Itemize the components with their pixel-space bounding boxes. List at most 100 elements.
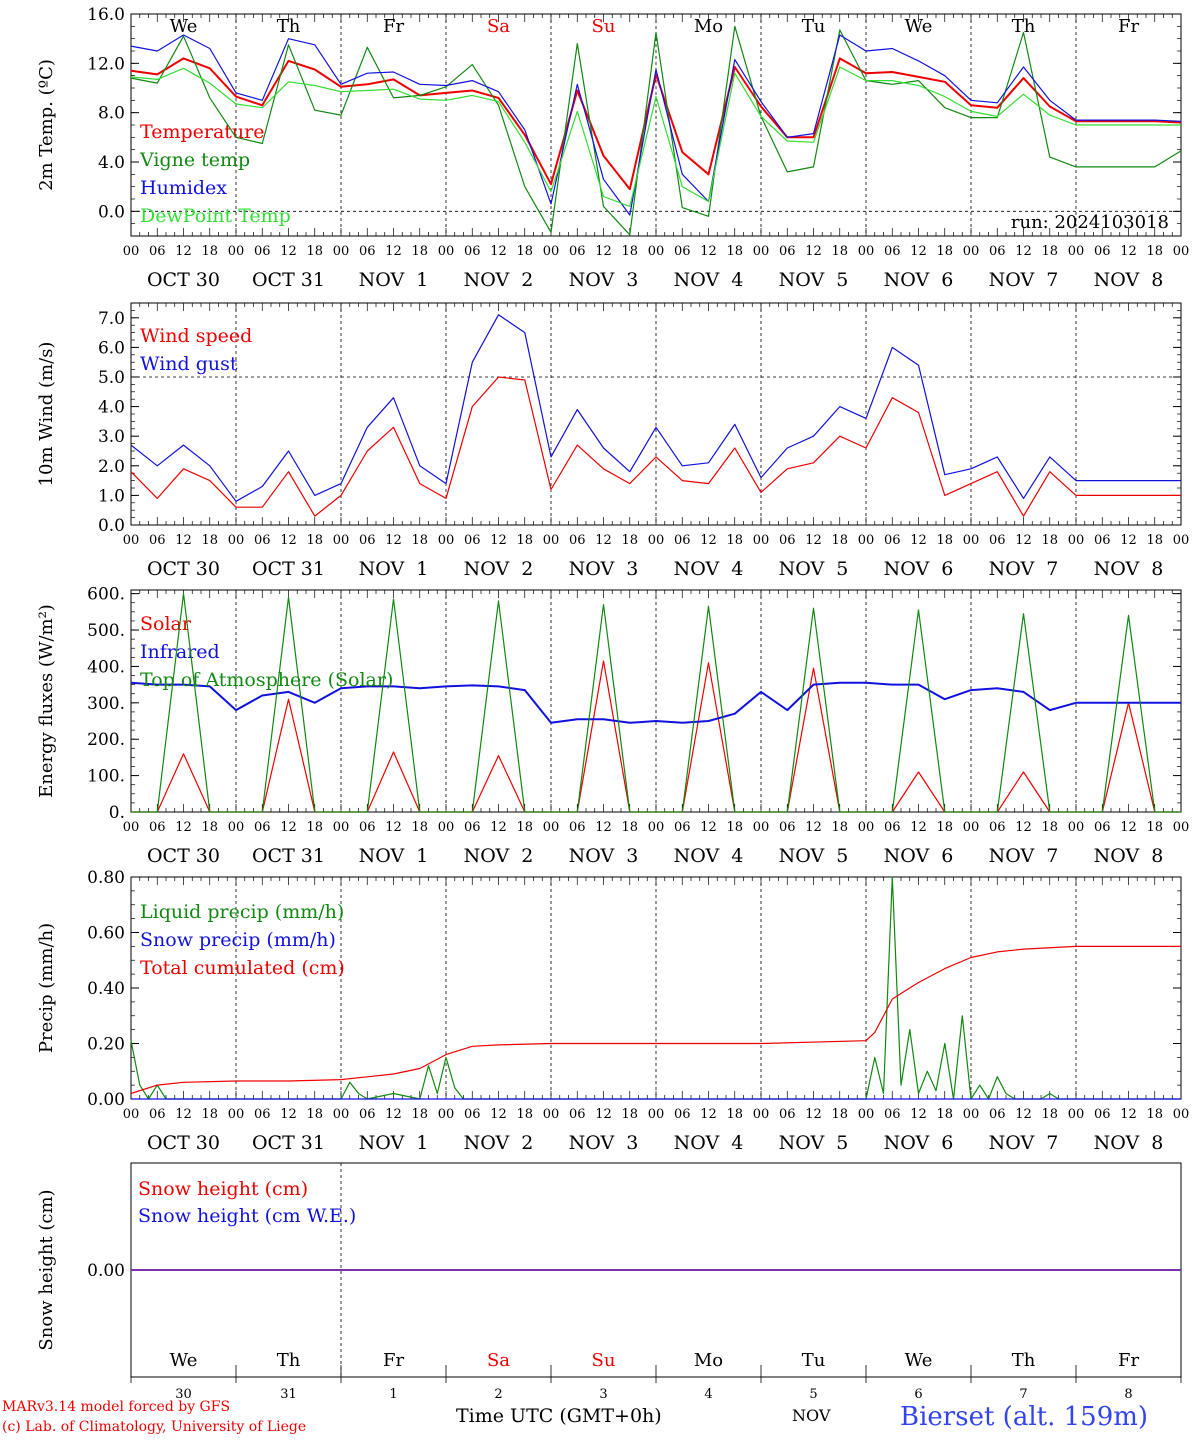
hour-tick-label: 00 [1173, 533, 1190, 548]
hour-tick-label: 06 [674, 244, 691, 259]
weekday-label: Th [1012, 16, 1036, 37]
series-line-wind-speed [130, 376, 1181, 517]
hour-tick-label: 18 [411, 533, 428, 548]
hour-tick-label: 12 [910, 1107, 927, 1122]
hour-tick-label: 06 [1094, 820, 1111, 835]
weekday-label: Sa [487, 1350, 510, 1371]
date-label: OCT 31 [252, 269, 325, 291]
hour-tick-label: 00 [123, 244, 140, 259]
hour-tick-label: 18 [1146, 820, 1163, 835]
hour-tick-label: 06 [884, 244, 901, 259]
hour-tick-label: 12 [175, 533, 192, 548]
hour-tick-label: 06 [884, 1107, 901, 1122]
hour-tick-label: 06 [989, 820, 1006, 835]
hour-tick-label: 18 [831, 533, 848, 548]
hour-tick-label: 12 [700, 533, 717, 548]
hour-tick-label: 12 [1120, 533, 1137, 548]
hour-tick-label: 12 [805, 1107, 822, 1122]
date-label: NOV 4 [674, 845, 744, 867]
hour-tick-label: 12 [1015, 1107, 1032, 1122]
date-label: OCT 30 [147, 269, 220, 291]
hour-tick-label: 12 [1120, 244, 1137, 259]
legend-entry: Snow height (cm W.E.) [138, 1205, 356, 1227]
hour-tick-label: 06 [884, 533, 901, 548]
y-tick-label: 16.0 [87, 5, 125, 25]
date-label: OCT 30 [147, 558, 220, 580]
hour-tick-label: 12 [490, 533, 507, 548]
hour-tick-label: 12 [385, 533, 402, 548]
hour-tick-label: 12 [175, 244, 192, 259]
y-axis-label: Precip (mm/h) [36, 923, 57, 1053]
legend-entry: Wind gust [140, 353, 238, 375]
weekday-label: Mo [694, 1350, 723, 1371]
weekday-label: Fr [1118, 1350, 1139, 1371]
day-number-label: 2 [494, 1387, 502, 1402]
y-tick-label: 0.00 [87, 1090, 125, 1110]
hour-tick-label: 00 [648, 244, 665, 259]
hour-tick-label: 12 [1015, 820, 1032, 835]
hour-tick-label: 12 [805, 820, 822, 835]
hour-tick-label: 00 [858, 244, 875, 259]
date-label: NOV 7 [989, 558, 1059, 580]
hour-tick-label: 12 [1120, 1107, 1137, 1122]
hour-tick-label: 00 [438, 244, 455, 259]
date-label: NOV 1 [359, 1132, 429, 1154]
date-label: NOV 5 [779, 845, 849, 867]
hour-tick-label: 00 [1068, 244, 1085, 259]
hour-tick-label: 12 [280, 244, 297, 259]
weekday-label: Su [592, 1350, 616, 1371]
y-tick-label: 600. [87, 585, 125, 605]
y-tick-label: 7.0 [98, 309, 125, 329]
station-label: Bierset (alt. 159m) [900, 1402, 1149, 1432]
day-number-label: 5 [809, 1387, 817, 1402]
hour-tick-label: 00 [228, 1107, 245, 1122]
weekday-label: We [905, 16, 933, 37]
hour-tick-label: 12 [175, 1107, 192, 1122]
hour-tick-label: 06 [569, 1107, 586, 1122]
hour-tick-label: 18 [201, 533, 218, 548]
hour-tick-label: 00 [123, 533, 140, 548]
weekday-label: Th [277, 16, 301, 37]
hour-tick-label: 06 [569, 533, 586, 548]
hour-tick-label: 00 [1068, 533, 1085, 548]
y-tick-label: 8.0 [98, 104, 125, 124]
hour-tick-label: 18 [936, 533, 953, 548]
hour-tick-label: 18 [516, 533, 533, 548]
hour-tick-label: 06 [254, 820, 271, 835]
hour-tick-label: 18 [1041, 244, 1058, 259]
y-tick-label: 12.0 [87, 54, 125, 74]
day-number-label: 6 [914, 1387, 922, 1402]
hour-tick-label: 12 [805, 244, 822, 259]
y-tick-label: 0.80 [87, 868, 125, 888]
series-line-top-of-atmosphere-solar [131, 593, 1181, 813]
panel-3: 0. 100. 200. 300. 400. 500. 600. Energy fluxes … [36, 585, 1189, 867]
hour-tick-label: 00 [648, 1107, 665, 1122]
hour-tick-label: 00 [438, 533, 455, 548]
hour-tick-label: 06 [359, 244, 376, 259]
y-tick-label: 6.0 [98, 338, 125, 358]
hour-tick-label: 18 [1146, 533, 1163, 548]
date-label: NOV 1 [359, 558, 429, 580]
hour-tick-label: 00 [543, 533, 560, 548]
hour-tick-label: 06 [359, 533, 376, 548]
weekday-label: Fr [383, 16, 404, 37]
hour-tick-label: 18 [936, 1107, 953, 1122]
hour-tick-label: 12 [280, 1107, 297, 1122]
time-axis-title: Time UTC (GMT+0h) [456, 1405, 662, 1427]
date-label: NOV 2 [464, 845, 534, 867]
date-label: NOV 6 [884, 269, 954, 291]
hour-tick-label: 00 [1173, 820, 1190, 835]
legend-entry: Humidex [140, 177, 227, 199]
hour-tick-label: 00 [543, 244, 560, 259]
hour-tick-label: 18 [306, 244, 323, 259]
series-line-vigne-temp [130, 25, 1182, 236]
hour-tick-label: 00 [963, 1107, 980, 1122]
hour-tick-label: 00 [333, 820, 350, 835]
hour-tick-label: 06 [989, 533, 1006, 548]
weekday-label: We [170, 16, 198, 37]
hour-tick-label: 12 [1015, 244, 1032, 259]
y-axis-label: Energy fluxes (W/m²) [36, 604, 57, 798]
hour-tick-label: 12 [490, 1107, 507, 1122]
hour-tick-label: 00 [963, 533, 980, 548]
hour-tick-label: 06 [359, 820, 376, 835]
